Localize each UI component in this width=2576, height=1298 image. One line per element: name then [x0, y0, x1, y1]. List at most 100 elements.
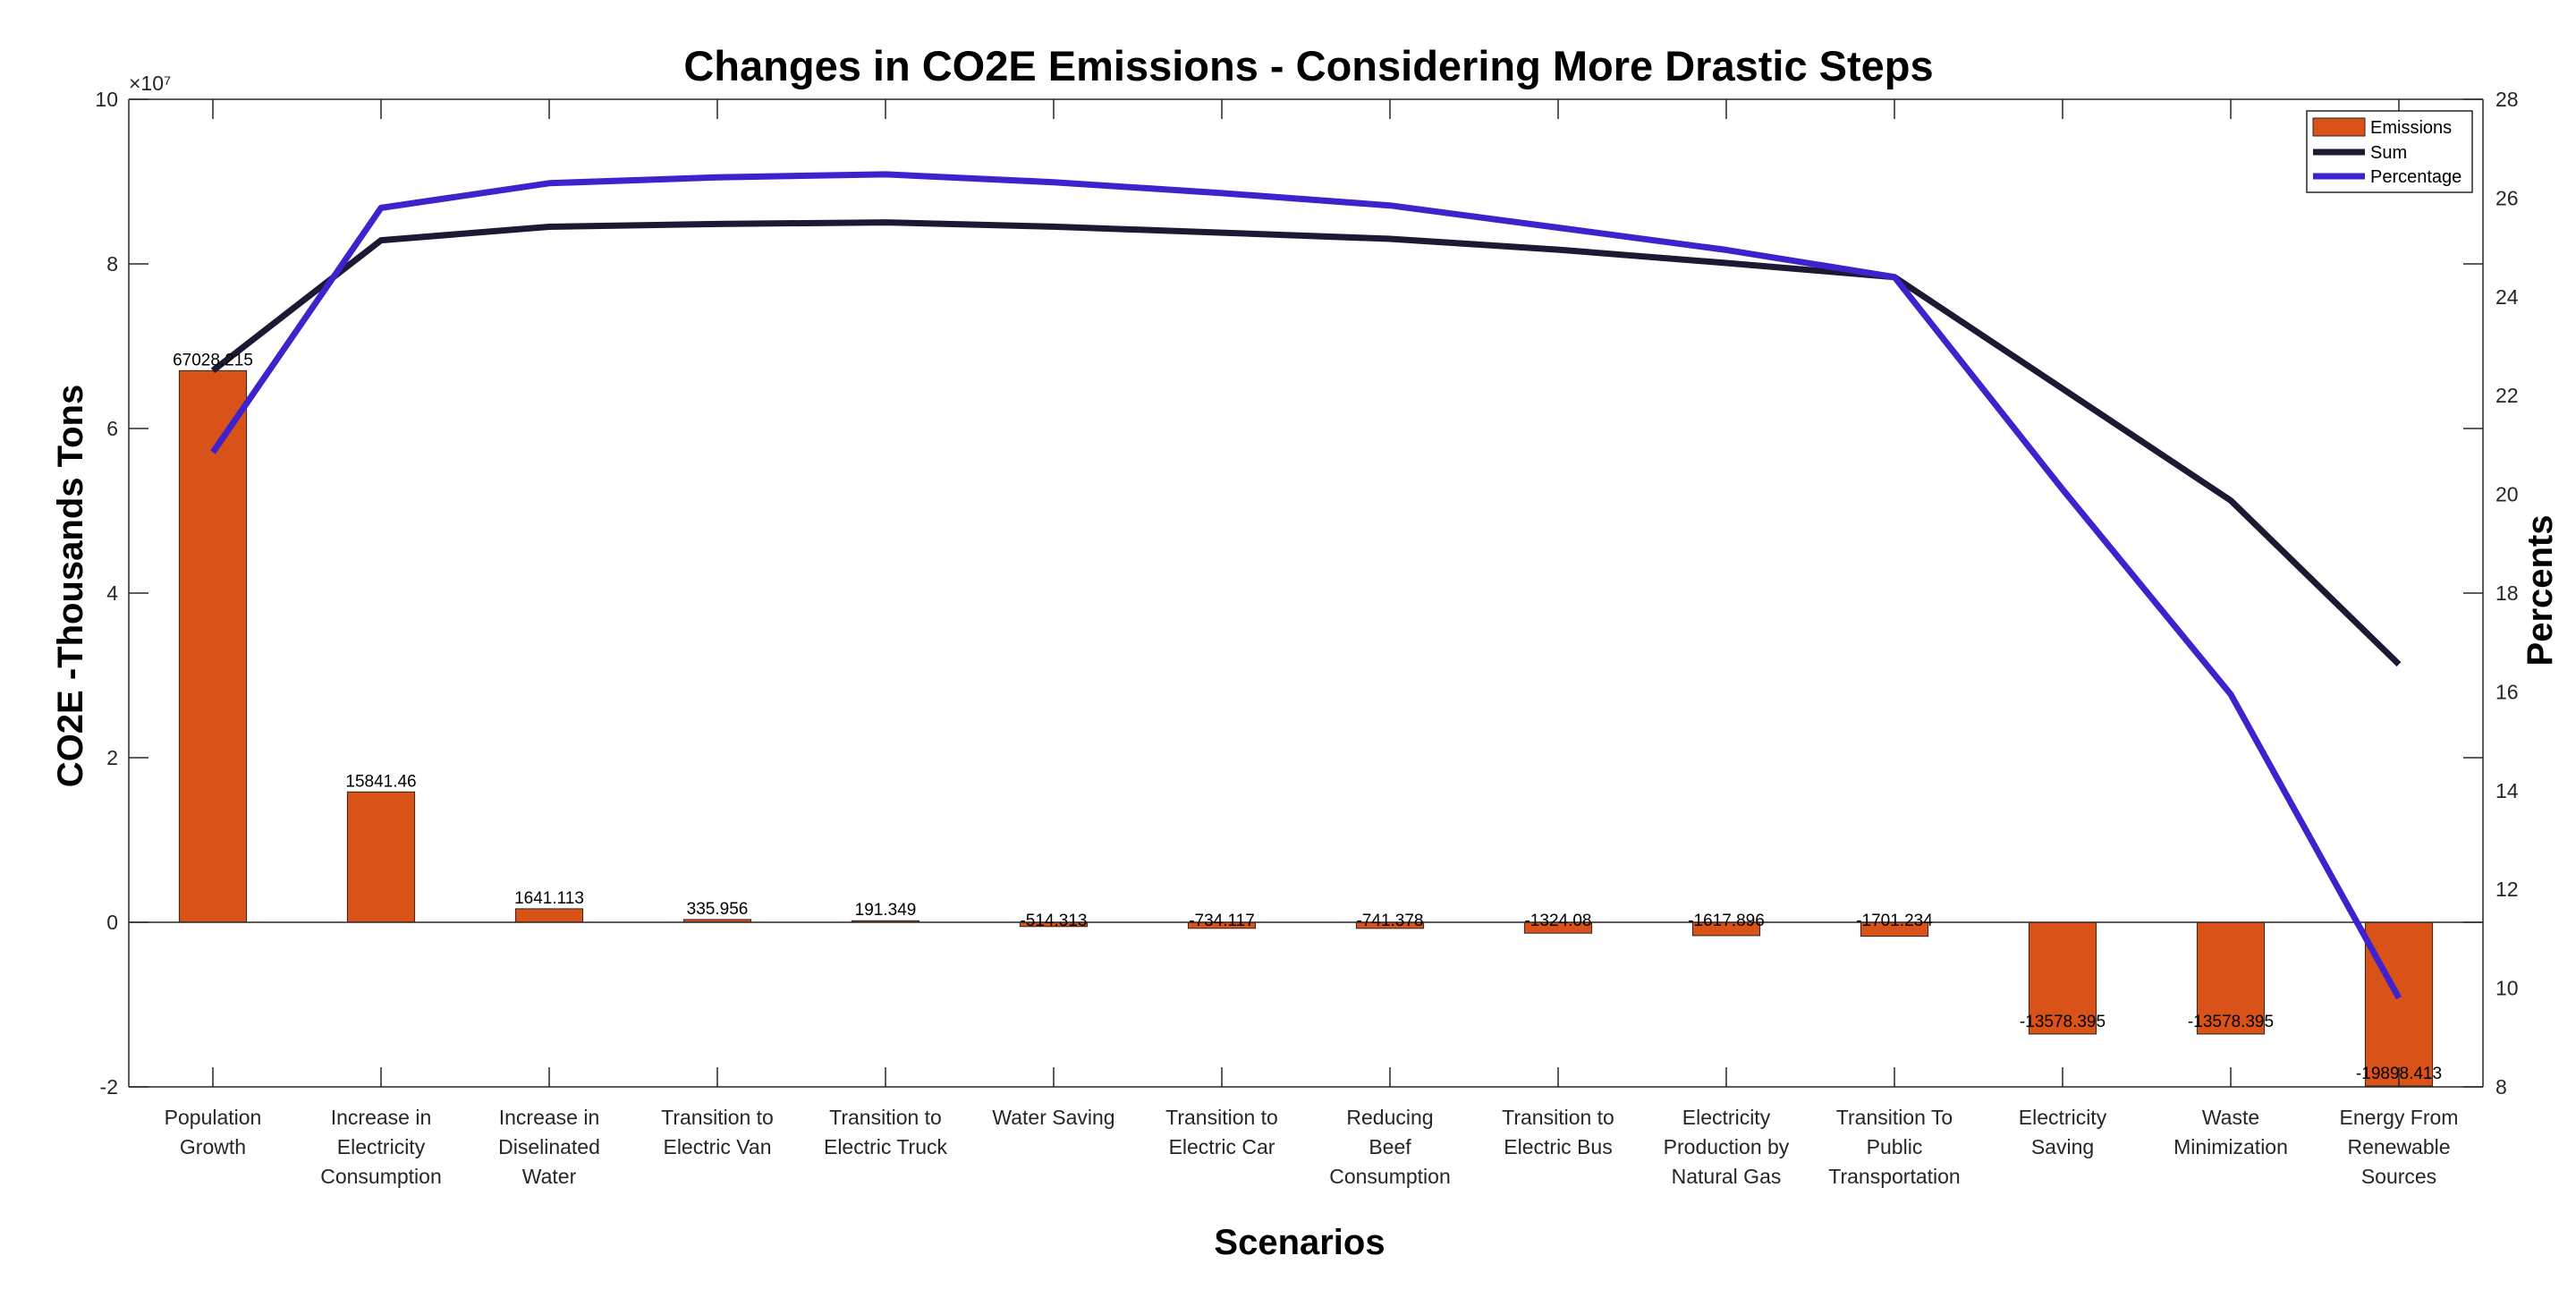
y-axis-title: CO2E -Thousands Tons: [51, 385, 90, 787]
y-tick-label-left: -2: [100, 1075, 118, 1099]
x-tick-label-line: Energy From: [2340, 1106, 2459, 1129]
x-tick-label-line: Electric Van: [663, 1135, 771, 1158]
y-tick-label-right: 22: [2496, 384, 2519, 407]
x-tick-label-line: Electricity: [337, 1135, 426, 1158]
data-label: -13578.395: [2188, 1013, 2274, 1031]
x-tick-label: Water Saving: [992, 1106, 1114, 1129]
bar-emissions: [2364, 921, 2434, 1087]
y-tick-label-right: 10: [2496, 977, 2519, 1000]
y-tick-label-right: 24: [2496, 285, 2519, 309]
y-tick-label-right: 28: [2496, 88, 2519, 111]
x-tick-label-line: Population: [165, 1106, 262, 1129]
bar-emissions: [2028, 921, 2097, 1035]
x-tick-label-line: Minimization: [2174, 1135, 2288, 1158]
x-tick-label-line: Renewable: [2347, 1135, 2450, 1158]
x-tick-label-line: Transition to: [829, 1106, 942, 1129]
x-tick-label: Electricity Saving: [2019, 1106, 2107, 1158]
x-tick-label-line: Beef: [1368, 1135, 1411, 1158]
bar-emissions: [2196, 921, 2266, 1035]
x-tick-label-line: Electricity: [2019, 1106, 2107, 1129]
legend: Emissions Sum Percentage: [2306, 110, 2473, 193]
x-tick-label-line: Transition to: [1165, 1106, 1278, 1129]
y-tick-label-left: 8: [106, 252, 118, 276]
y-tick-label-right: 12: [2496, 878, 2519, 901]
y-tick-label-left: 0: [106, 911, 118, 934]
x-tick-label: Increase in Diselinated Water: [498, 1106, 600, 1188]
x-tick-label-line: Sources: [2361, 1165, 2436, 1188]
x-tick-label-line: Increase in: [331, 1106, 432, 1129]
x-tick-label-line: Electric Truck: [824, 1135, 948, 1158]
axes-layer: -20246810810121416182022242628Population…: [95, 88, 2518, 1188]
y-exponent-label: ×10⁷: [129, 72, 171, 95]
y-tick-label-left: 4: [106, 581, 118, 605]
data-label: 191.349: [855, 901, 917, 920]
x-tick-label: Transition to Electric Bus: [1502, 1106, 1614, 1158]
x-tick-label: Reducing Beef Consumption: [1329, 1106, 1451, 1188]
x-tick-label-line: Transition To: [1836, 1106, 1953, 1129]
x-axis-title: Scenarios: [1214, 1223, 1385, 1262]
data-label: -1701.234: [1856, 912, 1933, 930]
x-tick-label: Increase in Electricity Consumption: [320, 1106, 442, 1188]
series-line-percentage: [210, 171, 2402, 1000]
data-label: -741.378: [1356, 912, 1423, 930]
x-tick-label-line: Diselinated: [498, 1135, 600, 1158]
x-tick-label-line: Saving: [2031, 1135, 2094, 1158]
y-tick-label-right: 26: [2496, 186, 2519, 209]
data-label: 15841.46: [345, 772, 416, 791]
x-tick-label-line: Water: [522, 1165, 577, 1188]
x-tick-label-line: Electric Bus: [1504, 1135, 1612, 1158]
data-label: -1617.896: [1688, 912, 1765, 930]
x-tick-label-line: Water Saving: [992, 1106, 1114, 1129]
y-tick-label-left: 10: [95, 88, 118, 111]
plot-area: [129, 99, 2483, 1087]
x-tick-label: Transition to Electric Car: [1165, 1106, 1278, 1158]
y-tick-label-right: 20: [2496, 483, 2519, 506]
y-tick-label-left: 2: [106, 746, 118, 769]
x-tick-label: Energy From Renewable Sources: [2340, 1106, 2459, 1188]
x-tick-label: Population Growth: [165, 1106, 262, 1158]
data-label: -13578.395: [2020, 1013, 2106, 1031]
x-tick-label-line: Transition to: [1502, 1106, 1614, 1129]
y-tick-label-right: 8: [2496, 1075, 2507, 1099]
x-tick-label: Transition to Electric Truck: [824, 1106, 948, 1158]
legend-label-sum: Sum: [2370, 143, 2407, 163]
x-tick-label: Transition to Electric Van: [661, 1106, 774, 1158]
legend-label-percentage: Percentage: [2370, 167, 2462, 187]
legend-swatch-emissions: [2312, 117, 2366, 137]
chart-title: Changes in CO2E Emissions - Considering …: [683, 42, 1933, 89]
labels-layer: 67028.215 15841.46 1641.113 335.956 191.349 -…: [173, 351, 2442, 1083]
y-tick-label-left: 6: [106, 417, 118, 440]
bars-layer: [178, 369, 2434, 1087]
x-tick-label-line: Electric Car: [1169, 1135, 1275, 1158]
x-tick-label-line: Natural Gas: [1672, 1165, 1782, 1188]
data-label: -734.117: [1189, 912, 1255, 930]
x-tick-label-line: Waste: [2202, 1106, 2259, 1129]
data-label: -1324.08: [1524, 912, 1591, 930]
x-tick-label-line: Consumption: [1329, 1165, 1451, 1188]
bar-emissions: [178, 369, 248, 923]
y-tick-label-right: 16: [2496, 680, 2519, 703]
data-label: 67028.215: [173, 351, 253, 369]
x-tick-label-line: Increase in: [499, 1106, 600, 1129]
y-tick-label-right: 14: [2496, 779, 2519, 802]
bar-emissions: [514, 908, 584, 923]
x-tick-label: Electricity Production by Natural Gas: [1664, 1106, 1790, 1188]
lines-layer: [210, 171, 2402, 1000]
data-label: 1641.113: [514, 889, 584, 908]
x-tick-label: Waste Minimization: [2174, 1106, 2288, 1158]
series-line-sum: [210, 219, 2402, 667]
x-tick-label-line: Transportation: [1828, 1165, 1960, 1188]
x-tick-label-line: Growth: [180, 1135, 246, 1158]
x-tick-label-line: Electricity: [1682, 1106, 1771, 1129]
x-tick-label-line: Consumption: [320, 1165, 442, 1188]
data-label: 335.956: [687, 900, 749, 919]
x-tick-label-line: Reducing: [1346, 1106, 1433, 1129]
y-axis-right-title: Percents: [2521, 515, 2560, 666]
x-tick-label-line: Public: [1867, 1135, 1923, 1158]
x-tick-label-line: Production by: [1664, 1135, 1790, 1158]
bar-emissions: [346, 791, 416, 923]
legend-label-emissions: Emissions: [2370, 118, 2452, 138]
y-tick-label-right: 18: [2496, 581, 2519, 605]
x-tick-label: Transition To Public Transportation: [1828, 1106, 1960, 1188]
